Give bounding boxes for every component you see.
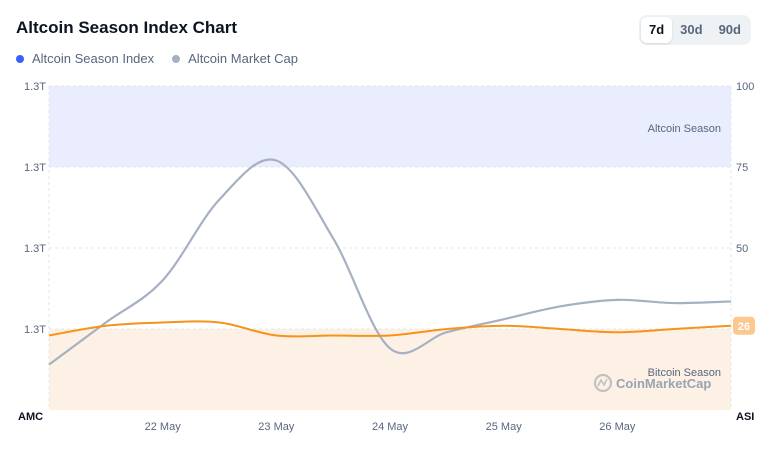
right-axis-tick-label: 75	[736, 162, 748, 174]
x-axis-tick-label: 22 May	[145, 421, 182, 433]
legend-item-market-cap[interactable]: Altcoin Market Cap	[172, 51, 298, 66]
asi-value-badge	[733, 316, 755, 335]
tab-90d[interactable]: 90d	[718, 22, 741, 37]
altcoin-season-label: Altcoin Season	[648, 123, 721, 135]
x-axis-tick-label: 23 May	[258, 421, 295, 433]
tab-30d[interactable]: 30d	[680, 22, 703, 37]
asi-series-line	[48, 320, 732, 338]
legend-dot-asi	[16, 54, 24, 63]
legend-dot-market-cap	[172, 54, 181, 63]
left-axis-tick-label: 1.3T	[24, 243, 46, 255]
time-range-tabs: 7d 30d 90d	[639, 15, 751, 45]
right-axis-label: ASI	[736, 411, 754, 423]
bitcoin-season-label: Bitcoin Season	[648, 367, 721, 379]
x-axis-tick-label: 24 May	[372, 421, 409, 433]
asi-value-badge-text: 26	[738, 321, 750, 333]
legend-item-asi[interactable]: Altcoin Season Index	[16, 51, 154, 66]
right-axis-tick-label: 100	[736, 81, 754, 93]
x-axis-tick-label: 25 May	[486, 421, 523, 433]
left-axis-tick-label: 1.3T	[24, 162, 46, 174]
bitcoin-season-zone	[49, 329, 731, 410]
watermark-text: CoinMarketCap	[616, 376, 711, 391]
left-axis-tick-label: 1.3T	[24, 81, 46, 93]
chart-legend: Altcoin Season Index Altcoin Market Cap	[16, 51, 298, 66]
chart-title: Altcoin Season Index Chart	[16, 18, 238, 37]
left-axis-label: AMC	[18, 411, 43, 423]
legend-label-asi: Altcoin Season Index	[32, 51, 155, 66]
altcoin-season-zone	[49, 86, 731, 167]
left-axis-tick-label: 1.3T	[24, 324, 46, 336]
x-axis-tick-label: 26 May	[599, 421, 636, 433]
coinmarketcap-logo-icon	[593, 373, 613, 393]
legend-label-market-cap: Altcoin Market Cap	[188, 51, 298, 66]
market-cap-series-line	[48, 158, 732, 366]
right-axis-tick-label: 50	[736, 243, 748, 255]
tab-7d[interactable]: 7d	[641, 17, 673, 43]
